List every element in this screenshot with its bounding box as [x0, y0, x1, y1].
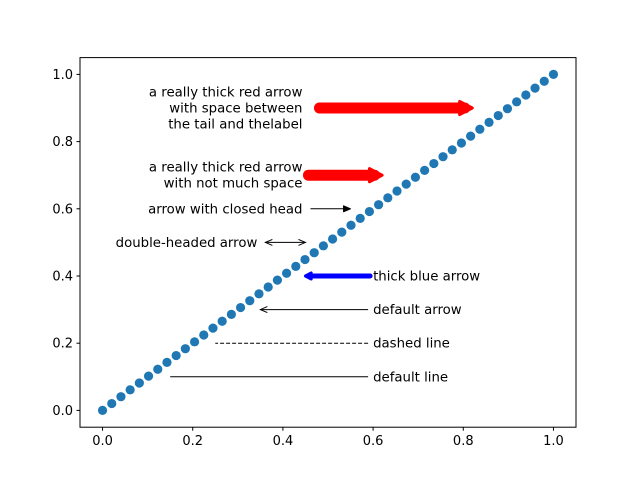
scatter-point	[438, 152, 448, 162]
scatter-point	[318, 241, 328, 251]
scatter-point	[291, 261, 301, 271]
scatter-point	[272, 275, 282, 285]
scatter-point	[383, 193, 393, 203]
scatter-point	[355, 213, 365, 223]
annotation-label: thick blue arrow	[373, 270, 480, 285]
axis-ticks: 0.0 0.2 0.4 0.6 0.8 1.0 0.0 0.2 0.4 0.6 0.8 1.0	[52, 68, 563, 449]
annotation-label: a really thick red arrow with not much sp…	[149, 161, 303, 192]
scatter-point	[401, 179, 411, 189]
scatter-point	[512, 97, 522, 107]
scatter-point	[530, 83, 540, 93]
x-tick-label: 0.0	[92, 434, 113, 449]
x-tick-label: 1.0	[543, 434, 564, 449]
arrow-head	[458, 99, 474, 117]
scatter-point	[466, 131, 476, 141]
annotation-label-line: with space between	[169, 102, 302, 117]
annotation-label-line: double-headed arrow	[116, 236, 258, 251]
scatter-point	[328, 234, 338, 244]
y-tick-label: 1.0	[52, 68, 73, 83]
x-tick-label: 0.8	[453, 434, 474, 449]
scatter-point	[153, 364, 163, 374]
annotation-label: default line	[373, 370, 448, 385]
plot-frame	[79, 57, 577, 428]
x-tick-label: 0.4	[273, 434, 294, 449]
scatter-point	[180, 344, 190, 354]
y-tick-label: 0.6	[52, 202, 73, 217]
scatter-point	[309, 248, 319, 258]
scatter-point	[97, 405, 108, 415]
scatter-point	[281, 268, 292, 278]
scatter-point	[107, 398, 117, 409]
y-tick-label: 0.2	[52, 337, 73, 352]
annotation-label: a really thick red arrow with space betwe…	[149, 86, 303, 133]
scatter-point	[217, 316, 227, 326]
scatter-point	[392, 186, 402, 196]
x-tick-label: 0.6	[363, 434, 384, 449]
scatter-point	[502, 104, 513, 114]
scatter-point	[245, 296, 255, 306]
y-tick-label: 0.4	[52, 270, 73, 285]
y-tick-label: 0.0	[52, 404, 73, 419]
arrow-head	[259, 306, 268, 314]
scatter-point	[420, 165, 430, 175]
scatter-point	[171, 350, 181, 361]
scatter-point	[263, 282, 273, 292]
scatter-point	[493, 110, 503, 121]
scatter-point	[374, 200, 384, 210]
scatter-point	[199, 330, 209, 340]
scatter-point	[475, 124, 485, 134]
annotation-label-line: a really thick red arrow	[149, 86, 303, 101]
scatter-points	[97, 69, 559, 415]
annotation-label-line: thick blue arrow	[373, 270, 480, 285]
annotation-label-line: dashed line	[373, 337, 450, 352]
scatter-point	[548, 69, 559, 79]
scatter-point	[521, 90, 531, 100]
scatter-point	[134, 378, 144, 388]
annotation-label-line: the tail and thelabel	[168, 118, 302, 133]
scatter-point	[254, 289, 264, 299]
x-tick-label: 0.2	[182, 434, 203, 449]
annotation-label-line: default line	[373, 370, 448, 385]
scatter-point	[539, 76, 549, 86]
scatter-point	[429, 158, 439, 169]
arrow-head	[298, 238, 307, 246]
scatter-point	[447, 145, 457, 155]
scatter-point	[484, 117, 494, 127]
annotation-label-line: a really thick red arrow	[149, 161, 303, 176]
arrow-head	[343, 205, 352, 213]
annotation-label-line: arrow with closed head	[148, 202, 302, 217]
scatter-point	[456, 138, 467, 148]
scatter-point	[364, 206, 375, 217]
scatter-point	[125, 385, 135, 395]
annotation-label: double-headed arrow	[116, 236, 258, 251]
scatter-point	[116, 392, 126, 402]
scatter-point	[346, 220, 356, 230]
scatter-point	[337, 227, 347, 237]
scatter-point	[410, 172, 421, 182]
arrow-head	[367, 167, 384, 184]
y-tick-label: 0.8	[52, 135, 73, 150]
scatter-point	[143, 371, 154, 381]
annotation-label: dashed line	[373, 337, 450, 352]
arrow-head	[264, 238, 273, 246]
annotation-label-line: default arrow	[373, 303, 462, 318]
annotation-label: default arrow	[373, 303, 462, 318]
arrow-head	[303, 271, 313, 281]
annotation-label-line: with not much space	[164, 177, 303, 192]
scatter-point	[189, 337, 200, 347]
scatter-point	[300, 254, 310, 265]
scatter-point	[226, 309, 236, 319]
annotation-layer: default line dashed line default arrow thic…	[116, 86, 481, 386]
scatter-point	[208, 323, 218, 333]
scatter-point	[235, 302, 246, 313]
scatter-point	[162, 357, 172, 367]
annotation-label: arrow with closed head	[148, 202, 302, 217]
